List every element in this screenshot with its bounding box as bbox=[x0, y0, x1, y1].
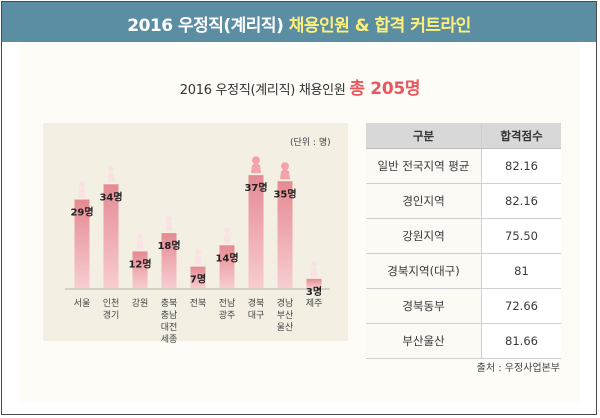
x-tick-label: 인천 bbox=[103, 298, 120, 309]
x-tick-label: 광주 bbox=[219, 309, 236, 321]
column-header-category: 구분 bbox=[366, 123, 482, 149]
bar-8 bbox=[306, 278, 322, 288]
x-tick-label: 전남 bbox=[219, 298, 236, 309]
x-tick-label: 대구 bbox=[248, 310, 265, 321]
table-cell-score: 72.66 bbox=[481, 288, 561, 324]
table-row: 경북동부 72.66 bbox=[366, 288, 561, 324]
bar-value-label: 37명 bbox=[244, 181, 267, 194]
person-icon bbox=[165, 215, 173, 232]
person-icon bbox=[280, 162, 290, 180]
cutline-table: 구분 합격점수 일반 전국지역 평균 82.16 경인지역 82.16 강원지역… bbox=[366, 123, 561, 359]
x-tick-label: 경북 bbox=[248, 297, 265, 309]
table-row: 경인지역 82.16 bbox=[366, 183, 561, 219]
header-banner: 2016 우정직(계리직) 채용인원 & 합격 커트라인 bbox=[2, 2, 596, 42]
bar-0 bbox=[74, 199, 90, 288]
table-cell-score: 81.66 bbox=[481, 323, 561, 359]
table-cell-score: 81 bbox=[481, 253, 561, 289]
x-tick-label: 충북 bbox=[161, 298, 178, 309]
chart-subtitle: 2016 우정직(계리직) 채용인원 총 205명 bbox=[0, 74, 600, 99]
table-header-row: 구분 합격점수 bbox=[366, 123, 561, 149]
person-icon bbox=[136, 233, 144, 250]
chart-area bbox=[43, 123, 348, 341]
table-cell-region: 강원지역 bbox=[366, 218, 482, 254]
source-note: 출처 : 우정사업본부 bbox=[476, 363, 560, 374]
table-row: 경북지역(대구) 81 bbox=[366, 253, 561, 289]
bar-5 bbox=[219, 245, 235, 288]
bar-3 bbox=[161, 233, 177, 288]
person-icon bbox=[223, 227, 231, 244]
x-tick-label: 세종 bbox=[161, 334, 178, 345]
bar-1 bbox=[103, 184, 119, 288]
table-cell-region: 경인지역 bbox=[366, 183, 482, 219]
bar-7 bbox=[277, 181, 293, 288]
bar-value-label: 12명 bbox=[128, 257, 151, 270]
subtitle-total: 총 205명 bbox=[349, 79, 421, 99]
table-cell-region: 부산울산 bbox=[366, 323, 482, 359]
table-cell-score: 82.16 bbox=[481, 183, 561, 219]
table-row: 일반 전국지역 평균 82.16 bbox=[366, 148, 561, 184]
bar-value-label: 34명 bbox=[99, 190, 122, 203]
bar-value-label: 29명 bbox=[70, 206, 93, 219]
bar-value-label: 7명 bbox=[190, 273, 206, 286]
bar-value-label: 3명 bbox=[306, 285, 322, 298]
unit-label: (단위 : 명) bbox=[290, 138, 331, 148]
table-cell-region: 경북동부 bbox=[366, 288, 482, 324]
x-tick-label: 경기 bbox=[103, 309, 120, 321]
x-tick-label: 울산 bbox=[277, 322, 294, 333]
table-cell-region: 경북지역(대구) bbox=[366, 253, 482, 289]
person-icon bbox=[310, 260, 318, 277]
table-cell-region: 일반 전국지역 평균 bbox=[366, 148, 482, 184]
bar-value-label: 14명 bbox=[215, 251, 238, 264]
header-title: 2016 우정직(계리직) 채용인원 & 합격 커트라인 bbox=[2, 11, 596, 36]
table-row: 부산울산 81.66 bbox=[366, 323, 561, 359]
x-tick-label: 강원 bbox=[132, 298, 149, 309]
bar-6 bbox=[248, 175, 264, 288]
x-tick-label: 제주 bbox=[306, 298, 323, 309]
x-tick-label: 대전 bbox=[161, 322, 178, 333]
column-header-score: 합격점수 bbox=[481, 123, 561, 149]
bar-value-label: 35명 bbox=[273, 187, 296, 200]
person-icon bbox=[107, 166, 115, 183]
table-row: 강원지역 75.50 bbox=[366, 218, 561, 254]
bar-4 bbox=[190, 266, 206, 288]
x-tick-label: 경남 bbox=[277, 297, 294, 309]
x-tick-label: 전북 bbox=[190, 298, 207, 309]
x-tick-label: 충남 bbox=[161, 310, 178, 321]
table-cell-score: 75.50 bbox=[481, 218, 561, 254]
table-cell-score: 82.16 bbox=[481, 148, 561, 184]
person-icon bbox=[78, 181, 86, 198]
subtitle-prefix: 2016 우정직(계리직) 채용인원 bbox=[179, 83, 346, 98]
x-tick-label: 부산 bbox=[277, 310, 294, 321]
bar-2 bbox=[132, 251, 148, 288]
person-icon bbox=[194, 248, 202, 265]
header-title-part1: 2016 우정직(계리직) bbox=[127, 16, 284, 36]
bar-value-label: 18명 bbox=[157, 239, 180, 252]
header-title-part2: 채용인원 & 합격 커트라인 bbox=[288, 16, 471, 36]
x-tick-label: 서울 bbox=[74, 298, 91, 309]
person-icon bbox=[251, 156, 261, 174]
